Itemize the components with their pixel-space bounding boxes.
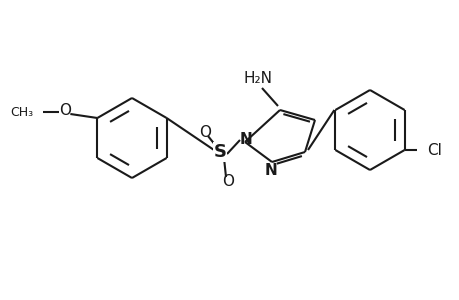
Text: O: O <box>222 175 234 190</box>
Text: Cl: Cl <box>425 142 441 158</box>
Text: O: O <box>59 103 71 118</box>
Text: O: O <box>199 124 211 140</box>
Text: N: N <box>264 163 277 178</box>
Text: CH₃: CH₃ <box>10 106 34 118</box>
Text: S: S <box>213 143 226 161</box>
Text: N: N <box>239 131 252 146</box>
Text: H₂N: H₂N <box>243 70 272 86</box>
